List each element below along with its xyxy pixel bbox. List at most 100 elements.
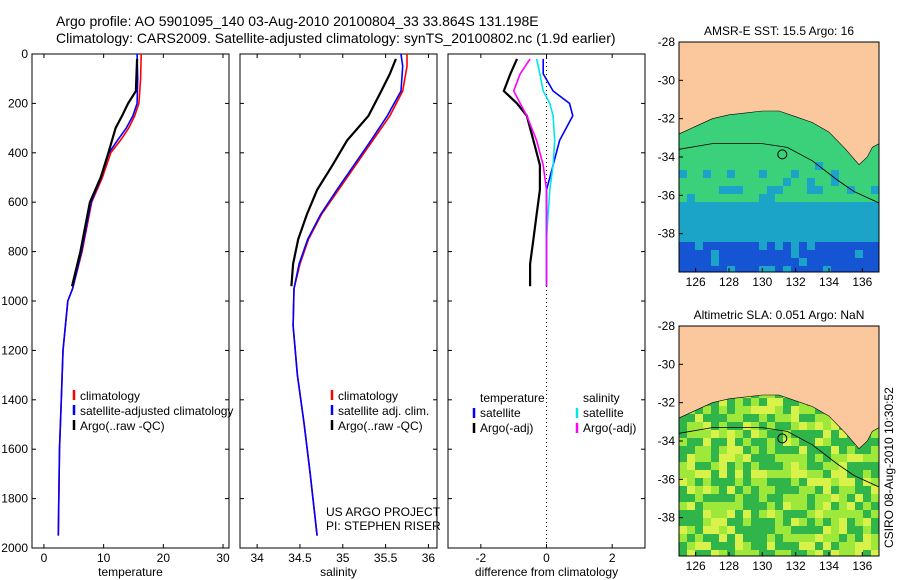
map-cell (751, 534, 759, 542)
map-cell (743, 170, 751, 178)
map-cell (775, 534, 783, 542)
map-cell (727, 210, 735, 218)
legend-label: Argo(..raw -QC) (80, 419, 165, 433)
map-cell (871, 218, 879, 226)
map-cell (855, 178, 863, 186)
map-cell (759, 242, 767, 250)
map-cell (767, 138, 775, 146)
map-cell (871, 502, 879, 510)
map-cell (719, 494, 727, 502)
map-cell (783, 414, 791, 422)
map-cell (791, 534, 799, 542)
map-cell (839, 202, 847, 210)
map-cell (743, 234, 751, 242)
map-cell (767, 234, 775, 242)
map-cell (695, 154, 703, 162)
x-tick-label: 34 (250, 551, 264, 565)
map-cell (847, 470, 855, 478)
y-tick-label: -38 (658, 227, 676, 241)
y-tick-label: 200 (8, 96, 28, 110)
map-cell (679, 502, 687, 510)
map-cell (815, 502, 823, 510)
map-cell (711, 146, 719, 154)
map-cell (719, 414, 727, 422)
map-cell (847, 486, 855, 494)
map-cell (759, 438, 767, 446)
map-cell (743, 470, 751, 478)
map-cell (823, 430, 831, 438)
map-cell (839, 462, 847, 470)
map-cell (871, 526, 879, 534)
map-cell (799, 162, 807, 170)
map-cell (807, 170, 815, 178)
map-cell (783, 202, 791, 210)
map-cell (823, 194, 831, 202)
map-cell (687, 446, 695, 454)
map-cell (823, 218, 831, 226)
map-cell (807, 454, 815, 462)
map-cell (759, 146, 767, 154)
map-cell (815, 170, 823, 178)
map-cell (807, 242, 815, 250)
map-cell (783, 194, 791, 202)
map-cell (679, 138, 687, 146)
map-cell (839, 486, 847, 494)
map-cell (767, 462, 775, 470)
map-cell (735, 170, 743, 178)
map-cell (743, 430, 751, 438)
map-cell (767, 518, 775, 526)
map-cell (871, 470, 879, 478)
map-cell (775, 494, 783, 502)
map-cell (735, 510, 743, 518)
map-cell (703, 526, 711, 534)
map-cell (711, 170, 719, 178)
map-title: AMSR-E SST: 15.5 Argo: 16 (704, 24, 854, 38)
map-cell (783, 406, 791, 414)
map-cell (871, 242, 879, 250)
map-cell (751, 122, 759, 130)
map-cell (871, 210, 879, 218)
map-cell (735, 518, 743, 526)
map-cell (807, 510, 815, 518)
map-cell (871, 534, 879, 542)
map-cell (847, 542, 855, 550)
map-cell (807, 178, 815, 186)
map-cell (727, 178, 735, 186)
map-cell (839, 186, 847, 194)
map-cell (847, 478, 855, 486)
map-cell (847, 194, 855, 202)
map-cell (759, 534, 767, 542)
map-cell (871, 438, 879, 446)
map-cell (767, 218, 775, 226)
map-cell (839, 534, 847, 542)
map-cell (855, 210, 863, 218)
map-cell (839, 234, 847, 242)
x-tick-label: 132 (786, 275, 806, 289)
y-tick-label: 1000 (1, 294, 28, 308)
map-cell (695, 138, 703, 146)
map-cell (823, 234, 831, 242)
map-cell (767, 526, 775, 534)
map-cell (831, 454, 839, 462)
map-cell (775, 430, 783, 438)
map-cell (711, 534, 719, 542)
y-tick-label: -32 (658, 396, 676, 410)
figure-title-line1: Argo profile: AO 5901095_140 03-Aug-2010… (56, 13, 539, 29)
map-cell (711, 430, 719, 438)
map-cell (767, 510, 775, 518)
map-cell (871, 258, 879, 266)
map-cell (711, 130, 719, 138)
map-cell (847, 226, 855, 234)
legend-label: climatology (80, 389, 140, 403)
map-cell (783, 258, 791, 266)
map-cell (783, 526, 791, 534)
map-cell (679, 178, 687, 186)
map-cell (871, 478, 879, 486)
map-cell (815, 430, 823, 438)
map-cell (871, 170, 879, 178)
map-cell (687, 242, 695, 250)
x-tick-label: 36 (422, 551, 436, 565)
map-cell (719, 534, 727, 542)
map-cell (799, 438, 807, 446)
map-cell (751, 446, 759, 454)
